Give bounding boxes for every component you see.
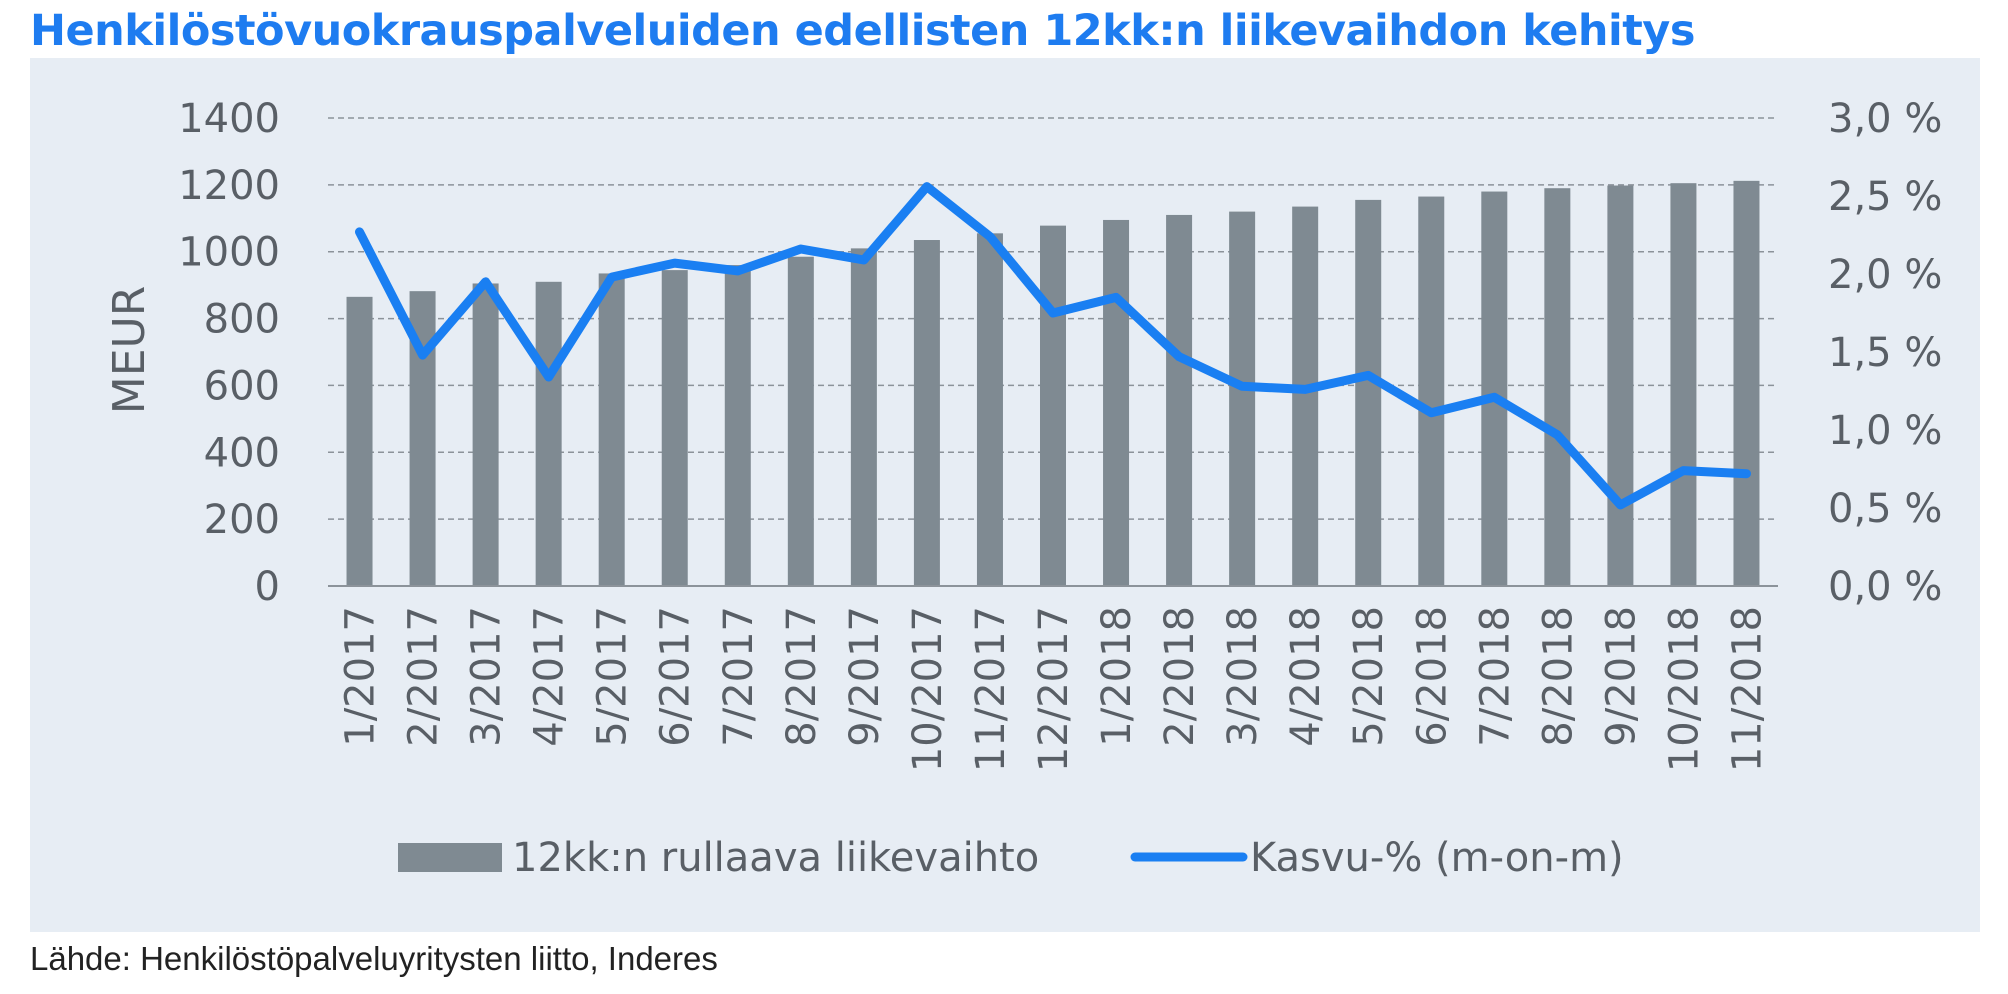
- bar-11/2017: [976, 233, 1003, 587]
- line-series: [355, 182, 1751, 510]
- bar-1/2017: [346, 296, 373, 586]
- y2-tick-label: 2,0 %: [1828, 252, 1942, 298]
- line-point-1/2017: [358, 230, 361, 233]
- y2-tick-label: 0,5 %: [1828, 486, 1942, 532]
- line-point-4/2018: [1304, 388, 1307, 391]
- line-point-10/2017: [925, 185, 928, 188]
- line-point-6/2018: [1430, 411, 1433, 414]
- chart-title: Henkilöstövuokrauspalveluiden edellisten…: [30, 6, 1695, 56]
- line-point-6/2017: [673, 262, 676, 265]
- x-tick-label: 2/2017: [401, 606, 447, 747]
- x-tick-label: 8/2018: [1535, 606, 1581, 747]
- legend-bar-swatch: [398, 843, 502, 872]
- line-point-4/2017: [547, 375, 550, 378]
- bar-3/2017: [472, 283, 499, 586]
- y2-tick-label: 0,0 %: [1828, 564, 1942, 610]
- bar-3/2018: [1229, 211, 1256, 586]
- y-tick-label: 400: [204, 430, 280, 476]
- line-point-5/2017: [610, 276, 613, 279]
- line-point-2/2017: [421, 354, 424, 357]
- bar-10/2018: [1670, 183, 1697, 586]
- line-point-8/2017: [799, 248, 802, 251]
- x-tick-label: 10/2018: [1661, 606, 1707, 772]
- x-axis-ticks: 1/2017 2/2017 3/2017 4/2017 5/2017 6/2017 7/20…: [338, 606, 1771, 772]
- line-point-7/2018: [1493, 396, 1496, 399]
- line-point-7/2017: [736, 269, 739, 272]
- bar-9/2018: [1607, 185, 1634, 587]
- legend: 12kk:n rullaava liikevaihto Kasvu-% (m-o…: [398, 835, 1624, 881]
- y-tick-label: 600: [204, 363, 280, 409]
- y2-axis-ticks: 0,0 % 0,5 % 1,0 % 1,5 % 2,0 % 2,5 % 3,0 %: [1828, 96, 1942, 610]
- legend-bar-label: 12kk:n rullaava liikevaihto: [512, 835, 1039, 881]
- y-tick-label: 1000: [178, 230, 280, 276]
- x-tick-label: 12/2017: [1031, 606, 1077, 772]
- x-tick-label: 6/2017: [653, 606, 699, 747]
- x-tick-label: 9/2018: [1598, 606, 1644, 747]
- line-point-12/2017: [1052, 312, 1054, 314]
- y2-tick-label: 1,0 %: [1828, 408, 1942, 454]
- x-tick-label: 4/2018: [1283, 606, 1329, 747]
- x-tick-label: 10/2017: [905, 606, 951, 772]
- x-tick-label: 11/2018: [1724, 606, 1770, 772]
- bar-7/2017: [724, 265, 751, 586]
- source-note: Lähde: Henkilöstöpalveluyritysten liitto…: [30, 940, 718, 977]
- y-tick-label: 200: [204, 497, 280, 543]
- legend-line-label: Kasvu-% (m-on-m): [1250, 835, 1624, 881]
- bar-10/2017: [913, 240, 940, 586]
- y2-tick-label: 2,5 %: [1828, 174, 1942, 220]
- line-point-9/2017: [862, 258, 865, 261]
- y-tick-label: 800: [204, 297, 280, 343]
- line-point-9/2018: [1619, 503, 1622, 506]
- x-tick-label: 9/2017: [842, 606, 888, 747]
- y2-tick-label: 1,5 %: [1828, 330, 1942, 376]
- x-tick-label: 5/2017: [590, 606, 636, 747]
- x-tick-label: 2/2018: [1157, 606, 1203, 747]
- line-point-8/2018: [1556, 433, 1559, 436]
- x-tick-label: 3/2018: [1220, 606, 1266, 747]
- bar-11/2018: [1733, 180, 1760, 587]
- line-point-2/2018: [1178, 355, 1181, 358]
- bar-1/2018: [1103, 219, 1130, 586]
- bar-series: [346, 180, 1760, 587]
- line-point-11/2017: [988, 235, 991, 238]
- line-point-1/2018: [1115, 296, 1118, 299]
- bar-8/2018: [1544, 188, 1571, 586]
- line-point-3/2017: [484, 280, 487, 283]
- y-tick-label: 1200: [178, 163, 280, 209]
- bar-4/2018: [1292, 206, 1319, 587]
- line-point-10/2018: [1682, 469, 1685, 472]
- line-point-11/2018: [1745, 472, 1748, 475]
- line-point-3/2018: [1241, 385, 1244, 388]
- x-tick-label: 8/2017: [779, 606, 825, 747]
- bar-5/2017: [598, 273, 625, 586]
- x-tick-label: 7/2017: [716, 606, 762, 747]
- x-tick-label: 3/2017: [464, 606, 510, 747]
- bar-8/2017: [787, 256, 814, 586]
- x-tick-label: 4/2017: [527, 606, 573, 747]
- y-axis-ticks: 0 200 400 600 800 1000 1200 1400: [178, 96, 280, 610]
- x-tick-label: 7/2018: [1472, 606, 1518, 747]
- bar-5/2018: [1355, 199, 1382, 586]
- y-axis-label: MEUR: [104, 286, 155, 415]
- x-tick-label: 1/2017: [338, 606, 384, 747]
- bar-6/2018: [1418, 196, 1445, 587]
- y2-tick-label: 3,0 %: [1828, 96, 1942, 142]
- line-point-5/2018: [1367, 374, 1370, 377]
- x-tick-label: 6/2018: [1409, 606, 1455, 747]
- bar-2/2018: [1166, 214, 1193, 586]
- y-tick-label: 0: [255, 564, 280, 610]
- bar-12/2017: [1040, 225, 1066, 586]
- bar-9/2017: [850, 248, 877, 586]
- x-tick-label: 11/2017: [968, 606, 1014, 772]
- bar-7/2018: [1481, 191, 1508, 587]
- x-tick-label: 1/2018: [1094, 606, 1140, 747]
- bar-6/2017: [661, 270, 688, 586]
- bar-4/2017: [535, 281, 562, 586]
- y-tick-label: 1400: [178, 96, 280, 142]
- x-tick-label: 5/2018: [1346, 606, 1392, 747]
